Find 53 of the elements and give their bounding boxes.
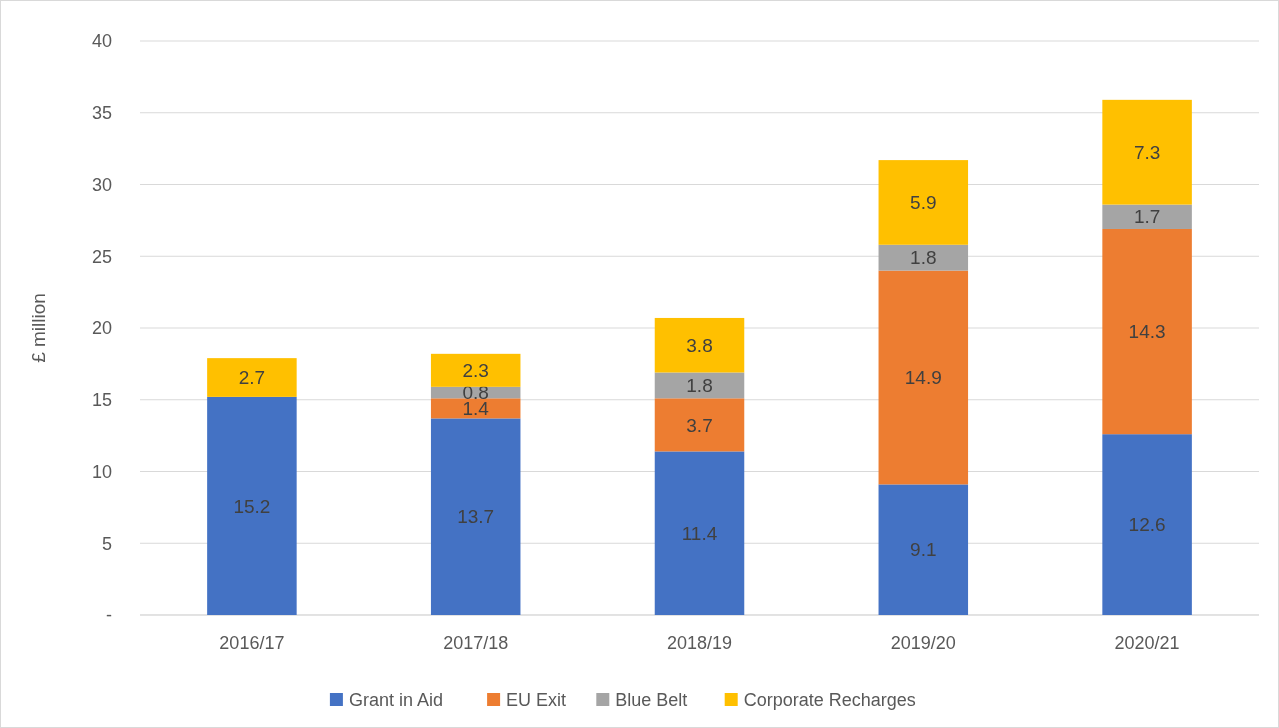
data-label: 1.8 bbox=[910, 247, 937, 269]
data-label: 1.8 bbox=[686, 375, 713, 397]
bar bbox=[878, 244, 969, 271]
data-label: 2.3 bbox=[462, 359, 489, 381]
bar bbox=[654, 451, 745, 615]
y-tick-label: 30 bbox=[91, 174, 112, 195]
y-tick-label: 5 bbox=[101, 533, 112, 554]
data-label: 14.9 bbox=[904, 367, 942, 389]
data-label: 1.4 bbox=[462, 398, 490, 420]
y-tick-label: 10 bbox=[91, 461, 112, 482]
bar bbox=[207, 396, 297, 615]
x-tick-label: 2017/18 bbox=[443, 633, 509, 653]
bar bbox=[878, 270, 969, 485]
data-label: 14.3 bbox=[1128, 321, 1166, 343]
data-label: 12.6 bbox=[1128, 514, 1166, 536]
bar bbox=[878, 160, 969, 245]
data-label: 11.4 bbox=[681, 522, 718, 544]
x-tick-label: 2018/19 bbox=[666, 633, 733, 653]
data-label: 2.7 bbox=[238, 367, 266, 389]
legend-label: Grant in Aid bbox=[348, 690, 443, 711]
x-tick-label: 2020/21 bbox=[1114, 633, 1180, 653]
data-label: 7.3 bbox=[1133, 141, 1161, 163]
data-label: 5.9 bbox=[910, 192, 937, 214]
y-tick-label: 15 bbox=[91, 390, 112, 411]
x-tick-label: 2016/17 bbox=[219, 633, 285, 653]
bar bbox=[1102, 228, 1192, 435]
data-label: 13.7 bbox=[457, 506, 495, 528]
data-label: 15.2 bbox=[233, 495, 271, 517]
bar bbox=[207, 358, 297, 397]
data-label: 9.1 bbox=[910, 539, 937, 561]
bar bbox=[878, 484, 969, 615]
bar bbox=[654, 372, 745, 399]
bar bbox=[654, 398, 745, 452]
data-label: 3.7 bbox=[686, 414, 713, 436]
y-tick-label: 20 bbox=[91, 318, 112, 339]
bar bbox=[430, 353, 521, 387]
data-label: 3.8 bbox=[686, 334, 713, 356]
bar bbox=[1102, 204, 1192, 229]
legend-label: EU Exit bbox=[506, 690, 567, 711]
bar bbox=[654, 317, 745, 373]
x-tick-label: 2019/20 bbox=[890, 633, 956, 653]
y-tick-label: 35 bbox=[91, 103, 112, 124]
y-tick-label: 40 bbox=[91, 31, 112, 52]
bar bbox=[1102, 434, 1192, 615]
bar bbox=[430, 398, 521, 419]
y-tick-label: - bbox=[106, 605, 112, 626]
legend-label: Blue Belt bbox=[615, 690, 688, 711]
bar bbox=[1102, 99, 1192, 205]
y-axis-title: £ million bbox=[28, 293, 49, 363]
y-tick-label: 25 bbox=[91, 246, 112, 267]
bar bbox=[430, 418, 521, 615]
data-label: 1.7 bbox=[1133, 206, 1161, 228]
legend-label: Corporate Recharges bbox=[743, 690, 916, 711]
